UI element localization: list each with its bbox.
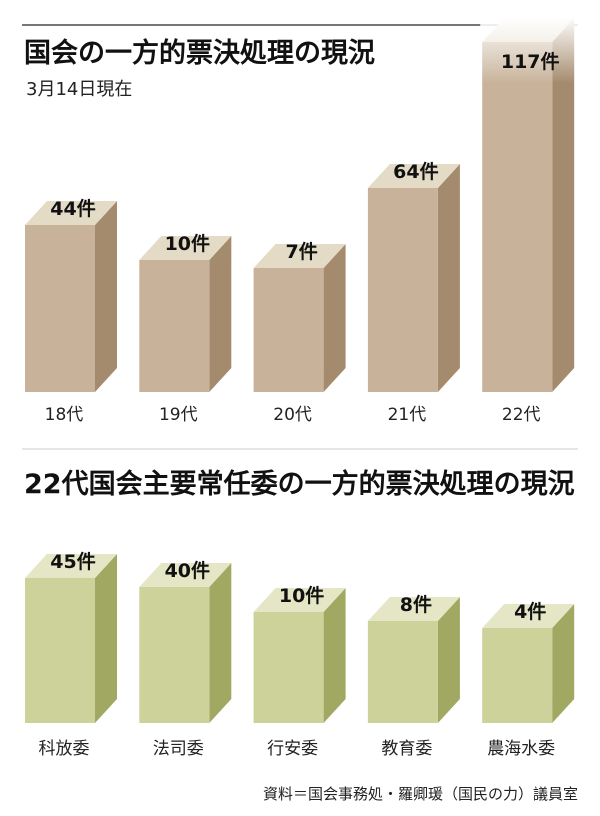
bar-front bbox=[367, 621, 438, 723]
bar-side bbox=[323, 244, 346, 392]
chart2-title: 22代国会主要常任委の一方的票決処理の現況 bbox=[24, 468, 575, 500]
bar-front bbox=[253, 268, 324, 392]
bar-top bbox=[367, 597, 460, 621]
bar-top bbox=[139, 563, 232, 587]
bar bbox=[367, 164, 460, 392]
bar bbox=[25, 554, 117, 723]
category-label: 法司委 bbox=[153, 739, 204, 759]
bar-side bbox=[437, 164, 460, 392]
bar-side bbox=[552, 604, 575, 723]
value-label: 4件 bbox=[514, 600, 546, 623]
bar-top bbox=[367, 164, 460, 188]
bar-front bbox=[482, 628, 553, 723]
category-label: 行安委 bbox=[267, 739, 318, 759]
bar bbox=[139, 563, 232, 723]
source-note: 資料＝国会事務処・羅卿瑗（国民の力）議員室 bbox=[263, 785, 578, 803]
bar-front bbox=[25, 578, 95, 723]
chart1-subtitle: 3月14日現在 bbox=[26, 79, 132, 100]
bar-side bbox=[209, 563, 232, 723]
value-label: 10件 bbox=[165, 232, 210, 255]
value-label: 45件 bbox=[50, 550, 95, 573]
bar-front bbox=[253, 612, 324, 723]
bar-side bbox=[323, 588, 346, 723]
bar-top bbox=[25, 201, 117, 225]
value-label: 117件 bbox=[501, 50, 560, 73]
value-label: 64件 bbox=[393, 160, 438, 183]
category-label: 教育委 bbox=[381, 739, 432, 759]
bar bbox=[367, 597, 460, 723]
bar-top bbox=[25, 554, 117, 578]
bar-top bbox=[139, 236, 232, 260]
bar-side bbox=[437, 597, 460, 723]
bar-side bbox=[209, 236, 232, 392]
bar-front bbox=[25, 225, 95, 392]
category-label: 22代 bbox=[502, 405, 541, 425]
bar-side bbox=[95, 554, 117, 723]
bar-fade bbox=[480, 16, 579, 390]
value-label: 44件 bbox=[50, 197, 95, 220]
bar-front bbox=[367, 188, 438, 392]
category-label: 20代 bbox=[273, 405, 312, 425]
bar bbox=[139, 236, 232, 392]
bar bbox=[25, 201, 117, 392]
value-label: 10件 bbox=[279, 584, 324, 607]
value-label: 40件 bbox=[165, 559, 210, 582]
bar bbox=[253, 244, 346, 392]
bar-front bbox=[139, 587, 210, 723]
category-label: 19代 bbox=[159, 405, 198, 425]
category-label: 科放委 bbox=[39, 739, 90, 759]
category-label: 21代 bbox=[388, 405, 427, 425]
bar-top bbox=[482, 604, 575, 628]
bar bbox=[253, 588, 346, 723]
category-label: 農海水委 bbox=[487, 739, 555, 759]
value-label: 7件 bbox=[285, 240, 317, 263]
bar bbox=[480, 16, 579, 392]
value-label: 8件 bbox=[400, 593, 432, 616]
bar bbox=[482, 604, 575, 723]
chart1-title: 国会の一方的票決処理の現況 bbox=[24, 37, 375, 69]
chart1-bars: 44件 18代 10件 19代 7件 20代 64件 21代 117件 22代 bbox=[25, 16, 579, 425]
bar-top bbox=[253, 588, 346, 612]
bar-front bbox=[139, 260, 210, 392]
category-label: 18代 bbox=[45, 405, 84, 425]
bar-side bbox=[95, 201, 117, 392]
bar-top bbox=[253, 244, 346, 268]
